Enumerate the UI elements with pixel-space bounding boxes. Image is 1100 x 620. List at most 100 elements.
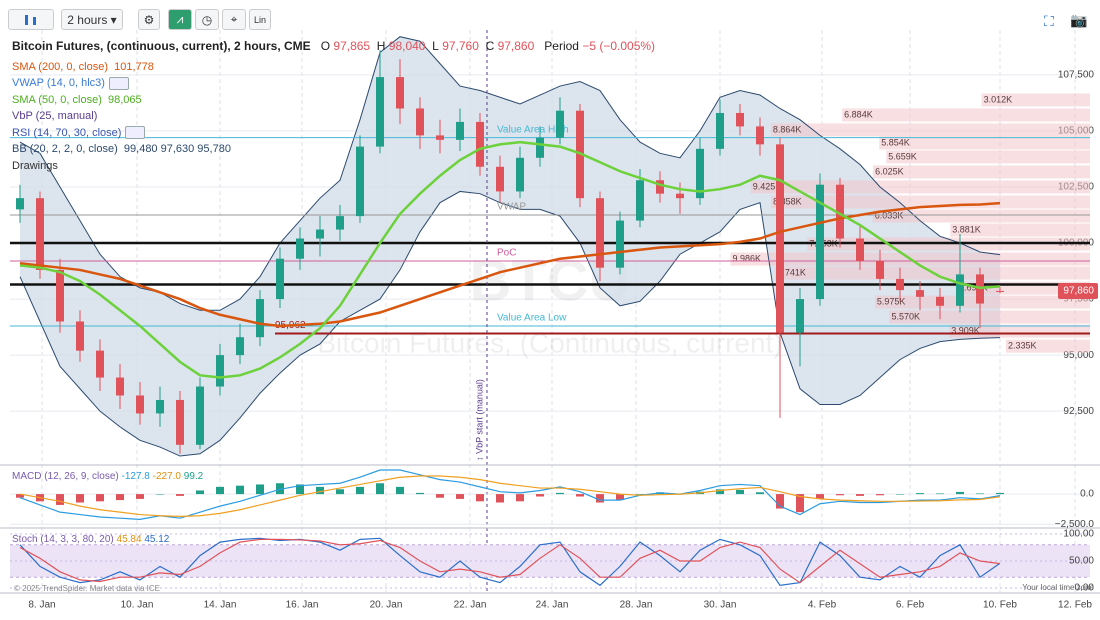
stoch-tick-label: 0.00 (1075, 583, 1095, 594)
profile-label: 8.858K (773, 196, 802, 206)
macd-histogram-bar (296, 484, 304, 495)
candle-body (936, 296, 944, 306)
level-label: PoC (497, 248, 516, 259)
profile-label: 3.909K (951, 326, 980, 336)
profile-label: 6.025K (875, 166, 904, 176)
candle-body (396, 77, 404, 109)
indicator-button[interactable]: ⩘ (168, 9, 192, 30)
macd-histogram-bar (96, 494, 104, 502)
macd-histogram-bar (776, 494, 784, 509)
profile-label: 8.741K (777, 267, 806, 277)
visibility-toggle[interactable] (108, 76, 129, 90)
macd-histogram-bar (576, 494, 584, 497)
profile-label: 5.854K (881, 137, 910, 147)
candle-body (36, 198, 44, 270)
y-tick-label: 92,500 (1063, 406, 1094, 417)
visibility-toggle[interactable] (125, 126, 146, 140)
candle-body (196, 386, 204, 445)
legend-name: SMA (50, 0, close) (12, 93, 102, 106)
candle-body (356, 146, 364, 217)
profile-bar (750, 180, 1090, 194)
ohlc-key: L (432, 39, 439, 53)
macd-histogram-bar (256, 484, 264, 495)
x-tick-label: 8. Jan (28, 600, 55, 611)
candle-body (236, 337, 244, 356)
period-key: Period (544, 39, 579, 53)
macd-histogram-bar (316, 486, 324, 495)
profile-label: 5.570K (891, 311, 920, 321)
bb-fill (20, 36, 1000, 457)
profile-bar (1005, 339, 1090, 353)
legend-item[interactable]: SMA (50, 0, close) 98,065 (12, 92, 655, 109)
macd-histogram-bar (136, 494, 144, 499)
crosshair-button[interactable]: ⌖ (222, 9, 246, 30)
chart-type-button[interactable] (8, 9, 54, 30)
macd-histogram-bar (156, 494, 164, 495)
ohlc-value: 97,865 (333, 39, 371, 53)
candle-body (856, 238, 864, 261)
vbp-start-label: ↕ VbP start (manual) (474, 379, 484, 461)
interval-dropdown[interactable]: 2 hours ▾ (61, 9, 123, 30)
candle-body (616, 220, 624, 268)
candle-body (776, 144, 784, 333)
level-label: Value Area Low (497, 313, 567, 324)
legend-item[interactable]: Drawings (12, 158, 655, 175)
macd-histogram-bar (476, 494, 484, 502)
last-price-tag (1058, 283, 1098, 299)
candle-body (496, 166, 504, 192)
camera-button[interactable]: 📷 (1070, 12, 1088, 28)
x-tick-label: 12. Feb (1058, 600, 1092, 611)
profile-label: 3.012K (984, 94, 1013, 104)
copyright: © 2025 TrendSpider. Market data via ICE (14, 584, 160, 593)
ohlc-key: O (320, 39, 331, 53)
level-label: VWAP (497, 202, 526, 213)
header: Bitcoin Futures, (continuous, current), … (12, 38, 655, 55)
fullscreen-button[interactable]: ⛶ (1044, 13, 1054, 29)
candle-body (696, 148, 704, 199)
profile-bar (872, 209, 1090, 223)
profile-label: 8.864K (773, 124, 802, 134)
candle-body (156, 399, 164, 414)
profile-label: 2.335K (1008, 341, 1037, 351)
legend-name: Drawings (12, 159, 58, 172)
x-tick-label: 30. Jan (704, 600, 737, 611)
profile-label: 3.881K (952, 224, 981, 234)
macd-histogram-bar (216, 486, 224, 495)
macd-signal-line (19, 475, 1001, 517)
candle-body (456, 121, 464, 140)
indicator-value: -227.0 (153, 471, 182, 482)
scale-button[interactable]: Lin (249, 9, 271, 30)
candle-body (336, 216, 344, 230)
legend-item[interactable]: VWAP (14, 0, hlc3) (12, 75, 655, 92)
candle-body (436, 135, 444, 140)
macd-histogram-bar (336, 489, 344, 495)
candle-body (996, 290, 1004, 292)
candle-body (376, 77, 384, 147)
macd-histogram-bar (536, 494, 544, 497)
settings-button[interactable]: ⚙ (138, 9, 160, 30)
clock-button[interactable]: ◷ (195, 9, 219, 30)
macd-tick-label: 0.0 (1080, 489, 1094, 500)
candle-body (756, 126, 764, 145)
candle-body (56, 269, 64, 322)
candle-body (16, 198, 24, 210)
macd-histogram-bar (16, 494, 24, 498)
macd-histogram-bar (816, 494, 824, 499)
legend-name: BB (20, 2, 2, 0, close) (12, 143, 118, 155)
symbol-title: Bitcoin Futures, (continuous, current), … (12, 39, 311, 53)
candle-body (896, 278, 904, 291)
candle-body (656, 180, 664, 194)
ohlc-key: H (376, 39, 386, 53)
macd-histogram-bar (596, 494, 604, 503)
legend-value: 99,480 97,630 95,780 (123, 143, 231, 155)
candle-body (556, 110, 564, 138)
legend-item[interactable]: RSI (14, 70, 30, close) (12, 125, 655, 142)
legend-item[interactable]: BB (20, 2, 2, 0, close) 99,480 97,630 95… (12, 141, 655, 158)
legend-item[interactable]: SMA (200, 0, close) 101,778 (12, 59, 655, 76)
legend-item[interactable]: VbP (25, manual) (12, 108, 655, 125)
candle-body (476, 121, 484, 167)
macd-histogram-bar (496, 494, 504, 503)
x-tick-label: 28. Jan (620, 600, 653, 611)
candle-body (916, 290, 924, 297)
